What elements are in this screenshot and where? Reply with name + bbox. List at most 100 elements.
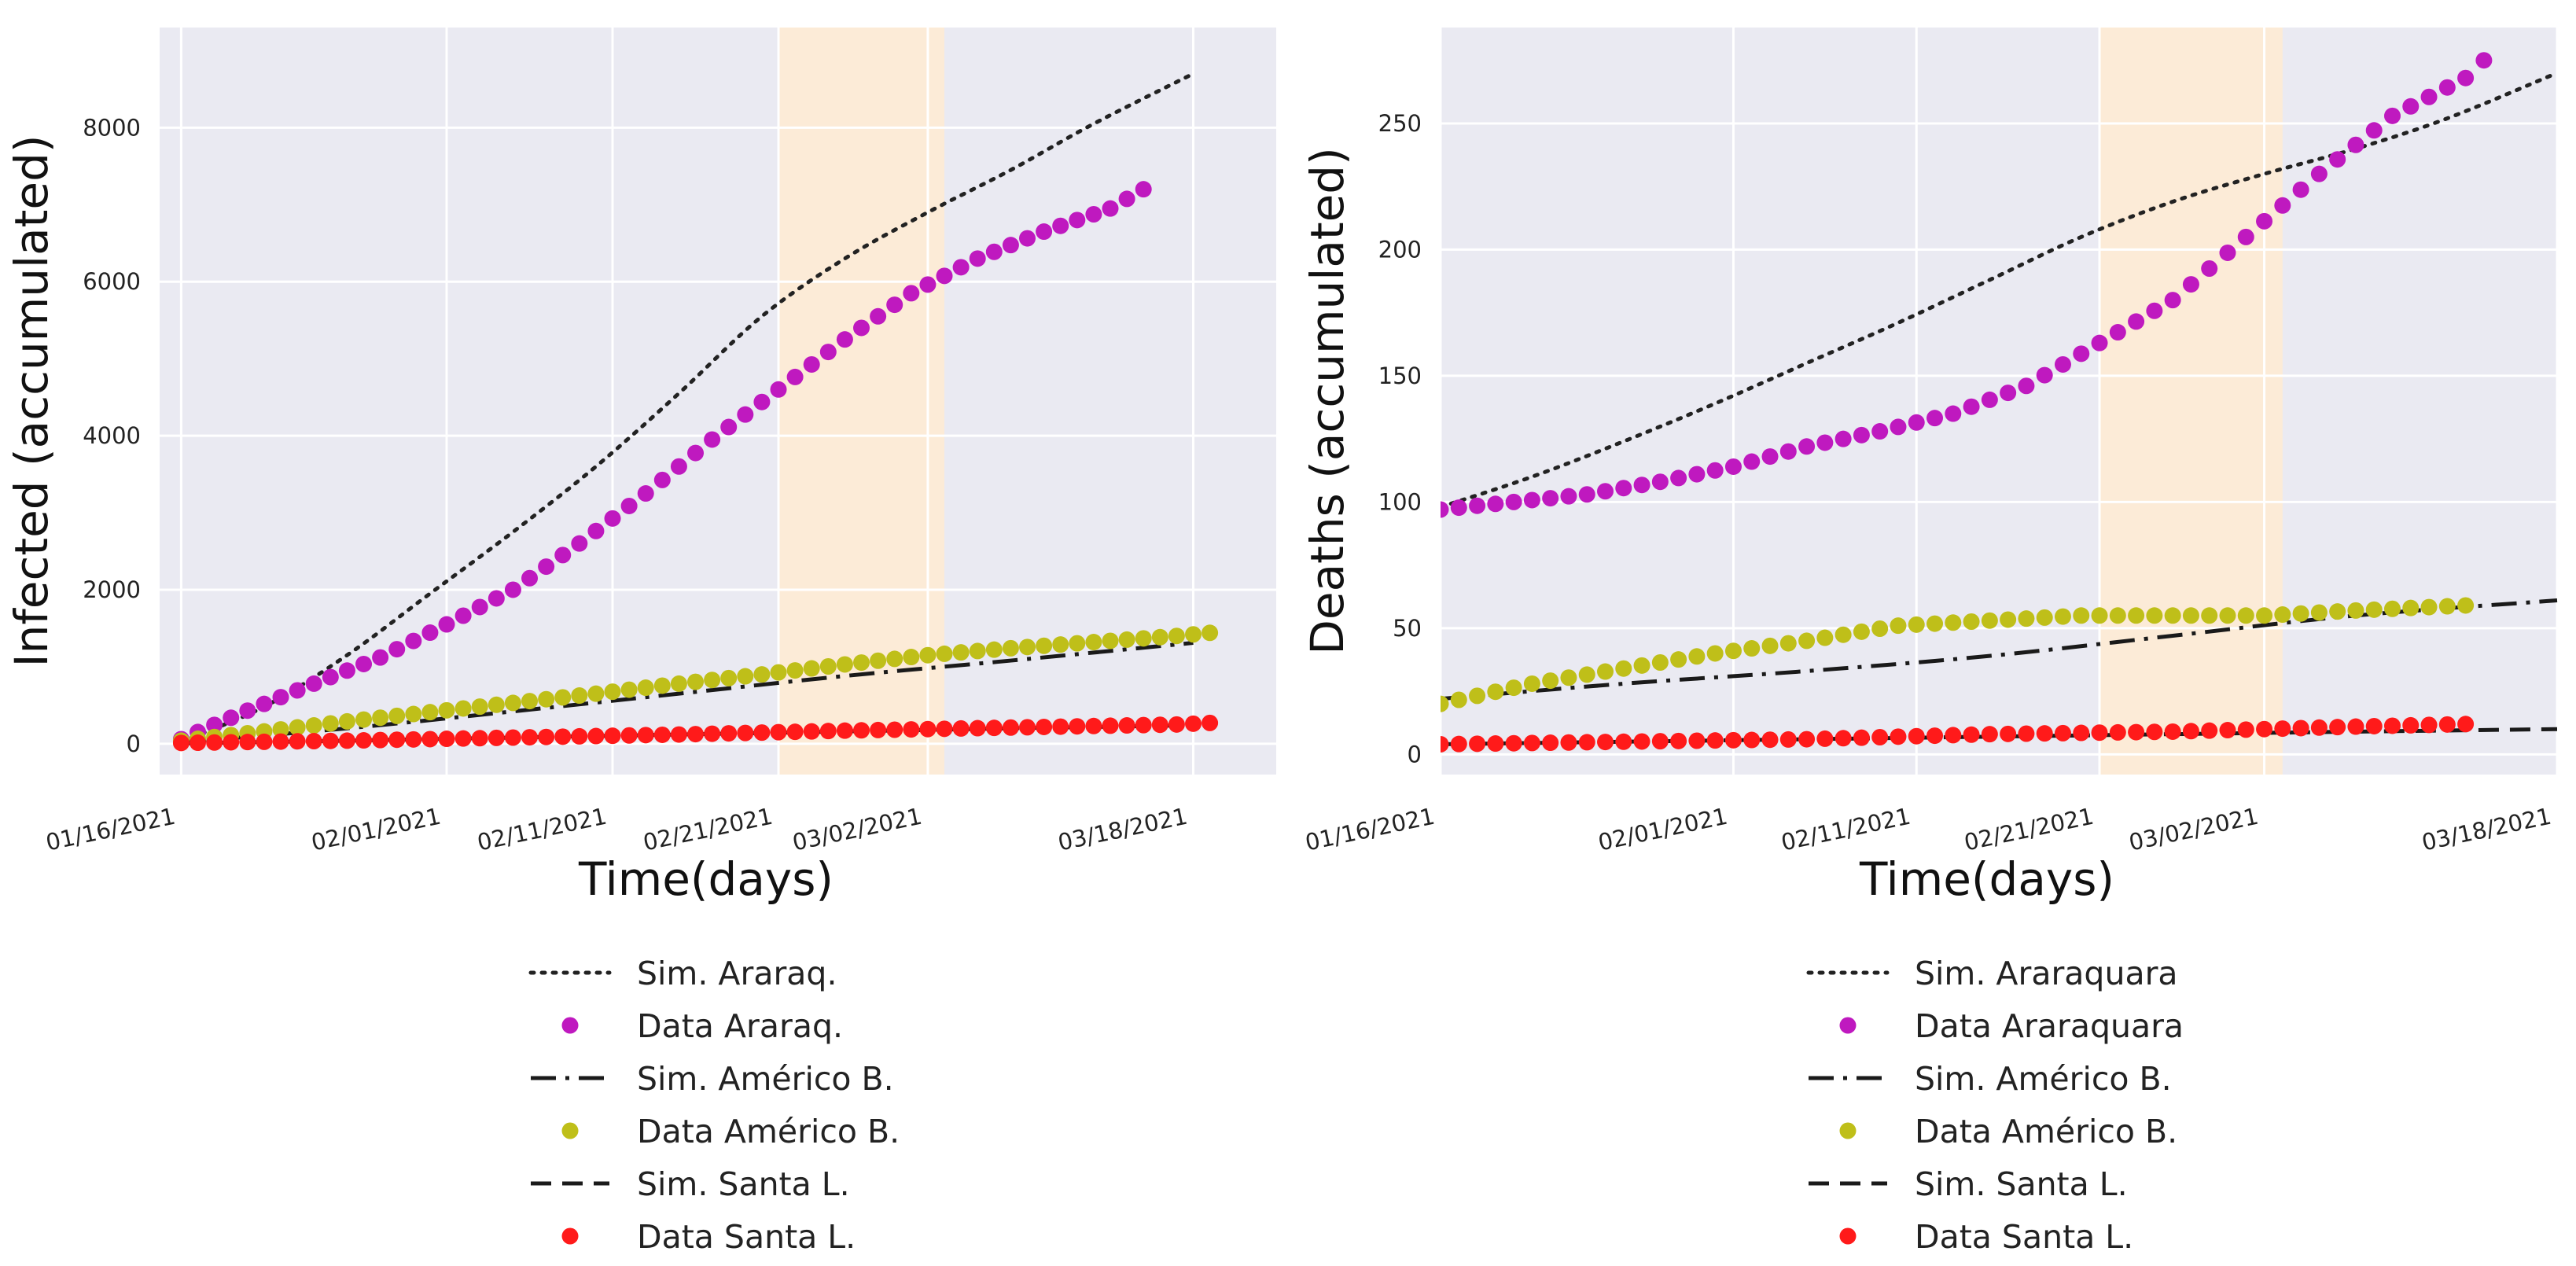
series-data-am-rico-b--point [438,701,455,719]
series-data-santa-l--point [1651,733,1669,750]
series-data-am-rico-b--point [2292,605,2309,622]
series-data-araraquara-point [1706,462,1724,479]
legend-marker [1839,1227,1857,1245]
series-data-araraquara-point [1834,430,1852,447]
series-data-araraq--point [786,368,804,385]
series-data-am-rico-b--point [521,693,539,710]
legend-label: Data Santa L. [1915,1218,2133,1256]
series-data-am-rico-b--point [405,705,422,723]
series-data-santa-l--point [2292,719,2309,737]
series-data-araraquara-point [2402,98,2420,115]
series-data-am-rico-b--point [819,657,837,675]
series-data-am-rico-b--point [2310,604,2328,621]
series-data-santa-l--point [2054,724,2071,742]
series-data-santa-l--point [2383,717,2401,734]
series-data-santa-l--point [1761,731,1779,749]
series-data-am-rico-b--point [1578,666,1595,683]
x-tick-label: 02/11/2021 [475,803,609,856]
series-data-santa-l--point [2201,722,2218,739]
series-data-santa-l--point [1523,734,1540,752]
series-data-am-rico-b--point [1002,639,1019,657]
series-data-araraq--point [753,393,771,410]
series-data-am-rico-b--point [1469,687,1486,705]
series-data-am-rico-b--point [2164,607,2181,624]
series-data-araraq--point [803,355,820,373]
x-axis-title: Time(days) [1859,852,2114,906]
series-data-santa-l--point [786,723,804,741]
series-data-araraquara-point [1981,391,1998,408]
series-data-am-rico-b--point [2329,603,2346,620]
series-data-santa-l--point [2164,723,2181,740]
series-data-am-rico-b--point [1185,626,1202,643]
series-data-santa-l--point [903,721,920,738]
series-data-santa-l--point [388,731,406,749]
series-data-araraquara-point [1963,398,1980,415]
series-data-santa-l--point [289,733,306,750]
legend-label: Sim. Araraquara [1915,955,2178,992]
legend: Sim. Araraquara Data Araraquara Sim. Améri… [1806,955,2184,1256]
y-tick-label: 150 [1378,363,1422,389]
series-data-am-rico-b--point [454,700,472,717]
series-data-am-rico-b--point [1597,663,1614,680]
series-data-santa-l--point [1102,717,1119,734]
series-data-santa-l--point [670,726,687,743]
x-tick-label: 02/21/2021 [641,803,775,856]
series-data-am-rico-b--point [1779,635,1797,652]
series-data-araraquara-point [1816,434,1834,451]
series-data-araraquara-point [1761,448,1779,466]
series-data-am-rico-b--point [1102,632,1119,650]
series-data-santa-l--point [571,727,588,745]
series-data-santa-l--point [853,722,870,739]
series-data-araraq--point [587,522,605,539]
series-data-am-rico-b--point [587,685,605,702]
series-data-araraquara-point [1670,469,1687,487]
series-data-santa-l--point [2420,716,2438,734]
highlight-span [2099,28,2283,775]
series-data-am-rico-b--point [1019,639,1036,656]
series-data-am-rico-b--point [704,672,721,689]
series-data-am-rico-b--point [2365,601,2383,618]
series-data-araraquara-point [1469,497,1486,514]
series-data-araraquara-point [2036,366,2053,384]
series-data-santa-l--point [637,727,654,744]
series-data-araraquara-point [1523,491,1540,509]
series-data-araraq--point [305,675,322,692]
y-tick-label: 8000 [83,114,141,141]
series-data-am-rico-b--point [2182,607,2199,624]
series-data-am-rico-b--point [1871,620,1889,637]
y-tick-label: 50 [1393,615,1422,642]
plot-area [160,28,1276,775]
series-data-am-rico-b--point [554,689,572,706]
series-data-santa-l--point [1135,716,1152,734]
series-data-araraquara-point [2018,377,2035,395]
series-data-santa-l--point [538,728,555,745]
series-data-araraq--point [903,285,920,302]
series-data-santa-l--point [1779,731,1797,748]
chart-panel-1: 0 2000 4000 6000 8000 01/16/2021 02/01/2021 02/… [5,28,1276,1256]
series-data-am-rico-b--point [853,654,870,672]
series-data-am-rico-b--point [836,656,853,673]
x-tick-label: 02/21/2021 [1962,803,2096,856]
series-data-santa-l--point [372,731,389,749]
series-data-araraq--point [272,689,289,706]
series-data-santa-l--point [587,727,605,745]
series-data-santa-l--point [239,734,256,751]
series-data-santa-l--point [1069,718,1086,735]
series-data-araraquara-point [2091,334,2108,351]
series-data-am-rico-b--point [903,649,920,666]
series-data-santa-l--point [753,724,771,742]
series-data-santa-l--point [1085,717,1102,734]
series-data-am-rico-b--point [870,652,887,669]
legend-label: Data Américo B. [637,1113,900,1150]
series-data-santa-l--point [886,721,903,738]
series-data-santa-l--point [554,728,572,745]
series-data-santa-l--point [1597,734,1614,751]
series-data-araraq--point [223,709,240,727]
series-data-am-rico-b--point [969,642,986,660]
series-data-araraquara-point [2274,197,2291,214]
series-data-am-rico-b--point [1908,616,1925,633]
series-data-santa-l--point [1890,728,1907,745]
series-data-araraq--point [670,458,687,475]
series-data-araraquara-point [1450,499,1467,517]
series-data-araraquara-point [1487,495,1504,513]
